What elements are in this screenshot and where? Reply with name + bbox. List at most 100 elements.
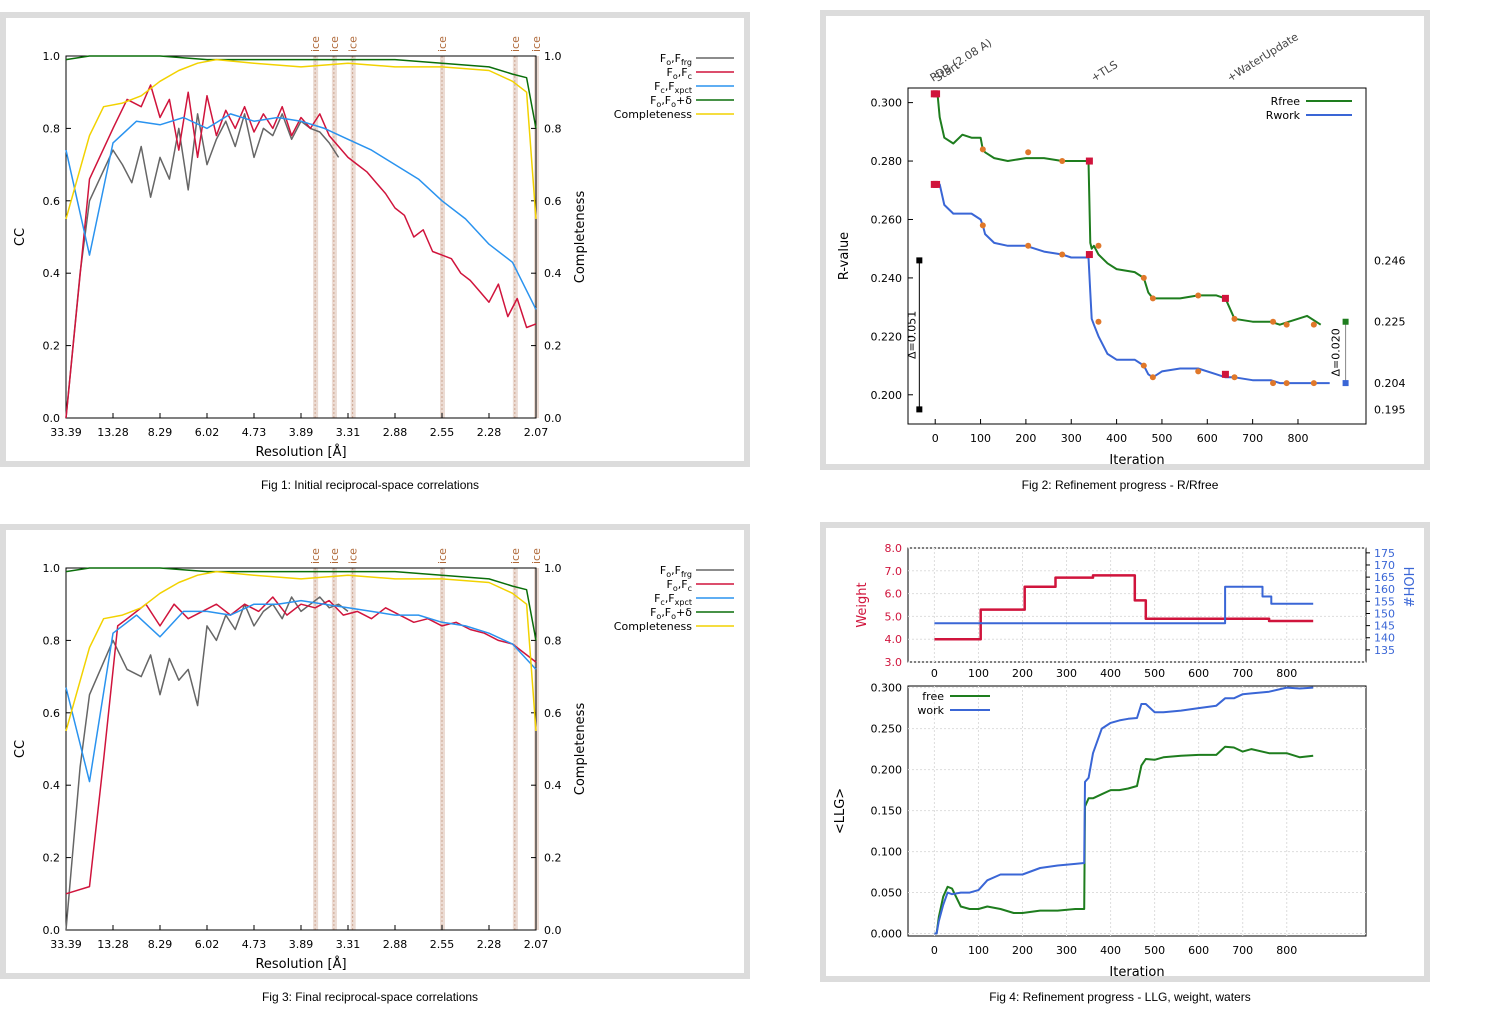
x-tick-label: 4.73 bbox=[242, 426, 267, 439]
x-tick-label: 800 bbox=[1276, 944, 1297, 957]
ice-ring-band bbox=[512, 56, 518, 418]
ice-ring-label: ice bbox=[436, 36, 449, 52]
llg-tick-label: 0.200 bbox=[871, 764, 903, 777]
x-tick-label: 2.28 bbox=[477, 938, 502, 951]
series-frg-line bbox=[65, 596, 349, 931]
top-x-tick-label: 800 bbox=[1276, 667, 1297, 680]
hoh-tick-label: 145 bbox=[1374, 620, 1395, 633]
ice-ring-label: ice bbox=[347, 36, 360, 52]
llg-rfree-line bbox=[934, 745, 1314, 935]
x-tick-label: 300 bbox=[1056, 944, 1077, 957]
x-tick-label: 800 bbox=[1287, 432, 1308, 445]
top-annotation: +WaterUpdate bbox=[1225, 30, 1301, 84]
y-axis-label: CC bbox=[13, 740, 28, 758]
series-completeness-line bbox=[65, 58, 537, 220]
y-tick-label: 0.0 bbox=[43, 412, 61, 425]
iteration-marker bbox=[979, 146, 986, 153]
y2-axis-label: Completeness bbox=[573, 191, 588, 284]
x-tick-label: 100 bbox=[968, 944, 989, 957]
y-tick-label: 0.240 bbox=[871, 272, 903, 285]
y2-tick-label: 0.0 bbox=[544, 412, 562, 425]
y2-tick-label: 1.0 bbox=[544, 562, 562, 575]
top-x-tick-label: 600 bbox=[1188, 667, 1209, 680]
fig2-panel: 0.200 0.220 0.240 0.260 0.280 0.300 0 100 200 300… bbox=[820, 10, 1430, 470]
iteration-marker bbox=[1283, 380, 1290, 387]
y2-tick-label: 0.6 bbox=[544, 195, 562, 208]
y2-tick-label: 0.4 bbox=[544, 779, 562, 792]
series-rfree-line bbox=[935, 92, 1322, 326]
fig4-chart: 3.04.05.06.07.08.01351401451501551601651… bbox=[833, 542, 1415, 976]
stage-marker bbox=[1221, 294, 1229, 302]
iteration-marker bbox=[1140, 362, 1147, 369]
series-completeness-line bbox=[65, 570, 537, 732]
legend-label-rwork: Rwork bbox=[1266, 109, 1301, 122]
stage-marker bbox=[1085, 251, 1093, 259]
legend-label-delta: Fo,Fo+δ bbox=[650, 606, 692, 621]
series-xpct-line bbox=[65, 599, 537, 783]
x-tick-label: 3.89 bbox=[289, 938, 314, 951]
ice-ring-label: ice bbox=[509, 36, 522, 52]
fig3-panel: ice ice ice ice ice ice 0.0 0.0 0.2 0.2 0.4 0.4 0.6 0… bbox=[0, 524, 750, 979]
y-tick-label: 0.8 bbox=[43, 122, 61, 135]
iteration-marker bbox=[1140, 274, 1147, 281]
ice-ring-band bbox=[440, 568, 445, 930]
series-delta-line bbox=[65, 55, 537, 129]
right-value-label: 0.195 bbox=[1374, 403, 1406, 416]
weight-axis-label: Weight bbox=[855, 582, 870, 627]
hoh-line bbox=[934, 585, 1314, 625]
x-tick-label: 100 bbox=[970, 432, 991, 445]
x-tick-label: 2.07 bbox=[524, 426, 549, 439]
iteration-marker bbox=[1270, 318, 1277, 325]
right-value-label: 0.225 bbox=[1374, 316, 1406, 329]
x-tick-label: 33.39 bbox=[50, 938, 82, 951]
legend-label-fc: Fo,Fc bbox=[667, 66, 692, 81]
fig2-chart: 0.200 0.220 0.240 0.260 0.280 0.300 0 100 200 300… bbox=[837, 30, 1406, 464]
fig2-caption: Fig 2: Refinement progress - R/Rfree bbox=[1021, 478, 1219, 492]
y-tick-label: 0.200 bbox=[871, 389, 903, 402]
delta-bar-left-top bbox=[916, 257, 923, 264]
plot-frame bbox=[65, 55, 537, 419]
y-tick-label: 1.0 bbox=[43, 562, 61, 575]
weight-line bbox=[934, 574, 1314, 641]
weight-tick-label: 7.0 bbox=[885, 565, 903, 578]
ice-ring-band bbox=[331, 56, 337, 418]
llg-tick-label: 0.300 bbox=[871, 682, 903, 695]
y-tick-label: 0.2 bbox=[43, 340, 61, 353]
x-tick-label: 33.39 bbox=[50, 426, 82, 439]
x-tick-label: 2.88 bbox=[383, 426, 408, 439]
top-x-tick-label: 700 bbox=[1232, 667, 1253, 680]
iteration-marker bbox=[1283, 321, 1290, 328]
x-tick-label: 500 bbox=[1144, 944, 1165, 957]
fig3-caption: Fig 3: Final reciprocal-space correlatio… bbox=[261, 990, 479, 1004]
llg-tick-label: 0.150 bbox=[871, 805, 903, 818]
y-tick-label: 0.280 bbox=[871, 155, 903, 168]
x-tick-label: 2.28 bbox=[477, 426, 502, 439]
iteration-marker bbox=[1059, 251, 1066, 258]
y2-tick-label: 0.2 bbox=[544, 340, 562, 353]
ice-ring-label: ice bbox=[328, 36, 341, 52]
top-x-tick-label: 300 bbox=[1056, 667, 1077, 680]
x-tick-label: 8.29 bbox=[148, 938, 173, 951]
fig4-caption: Fig 4: Refinement progress - LLG, weight… bbox=[989, 990, 1251, 1004]
ice-ring-label: ice bbox=[530, 36, 543, 52]
weight-tick-label: 5.0 bbox=[885, 610, 903, 623]
weight-tick-label: 6.0 bbox=[885, 588, 903, 601]
x-tick-label: 2.07 bbox=[524, 938, 549, 951]
ice-ring-label: ice bbox=[309, 548, 322, 564]
hoh-tick-label: 175 bbox=[1374, 547, 1395, 560]
iteration-marker bbox=[1310, 321, 1317, 328]
series-fc-line bbox=[65, 596, 537, 895]
hoh-tick-label: 135 bbox=[1374, 644, 1395, 657]
x-tick-label: 600 bbox=[1188, 944, 1209, 957]
series-xpct-line bbox=[65, 113, 537, 310]
hoh-tick-label: 155 bbox=[1374, 595, 1395, 608]
legend-label-rfree: Rfree bbox=[1271, 95, 1301, 108]
right-value-label: 0.204 bbox=[1374, 377, 1406, 390]
weight-tick-label: 3.0 bbox=[885, 656, 903, 669]
x-tick-label: 700 bbox=[1232, 944, 1253, 957]
iteration-marker bbox=[979, 222, 986, 229]
llg-axis-label: <LLG> bbox=[833, 788, 848, 834]
ice-ring-band bbox=[313, 56, 319, 418]
y-tick-label: 0.260 bbox=[871, 213, 903, 226]
top-x-tick-label: 200 bbox=[1012, 667, 1033, 680]
